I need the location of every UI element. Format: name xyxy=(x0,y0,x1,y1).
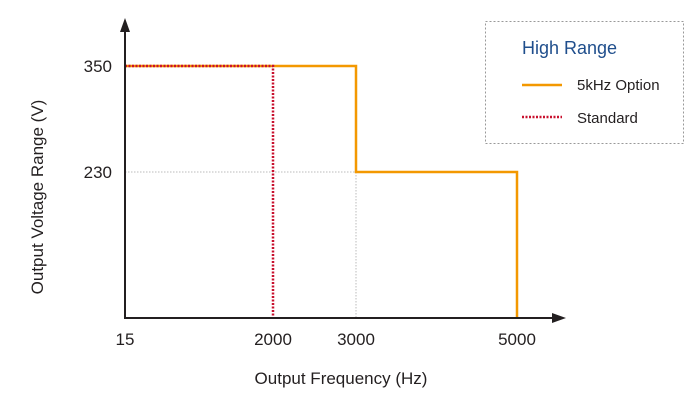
x-axis-label: Output Frequency (Hz) xyxy=(255,369,428,388)
grid-lines xyxy=(125,171,357,318)
y-axis-label: Output Voltage Range (V) xyxy=(28,100,47,295)
x-tick-label: 2000 xyxy=(254,330,292,349)
series-line-standard xyxy=(125,64,275,318)
x-tick-label: 5000 xyxy=(498,330,536,349)
x-tick-label: 3000 xyxy=(337,330,375,349)
legend-label-standard: Standard xyxy=(577,110,638,127)
x-tick-label: 15 xyxy=(116,330,135,349)
series-group xyxy=(125,64,519,318)
legend-title: High Range xyxy=(522,38,617,58)
y-tick-label: 230 xyxy=(84,163,112,182)
legend: High Range 5kHz Option Standard xyxy=(485,21,684,144)
y-axis-arrow xyxy=(120,18,130,32)
x-axis-arrow xyxy=(552,313,566,323)
y-tick-label: 350 xyxy=(84,57,112,76)
series-line-5khz-option xyxy=(125,64,519,318)
legend-label-5khz-option: 5kHz Option xyxy=(577,77,660,94)
